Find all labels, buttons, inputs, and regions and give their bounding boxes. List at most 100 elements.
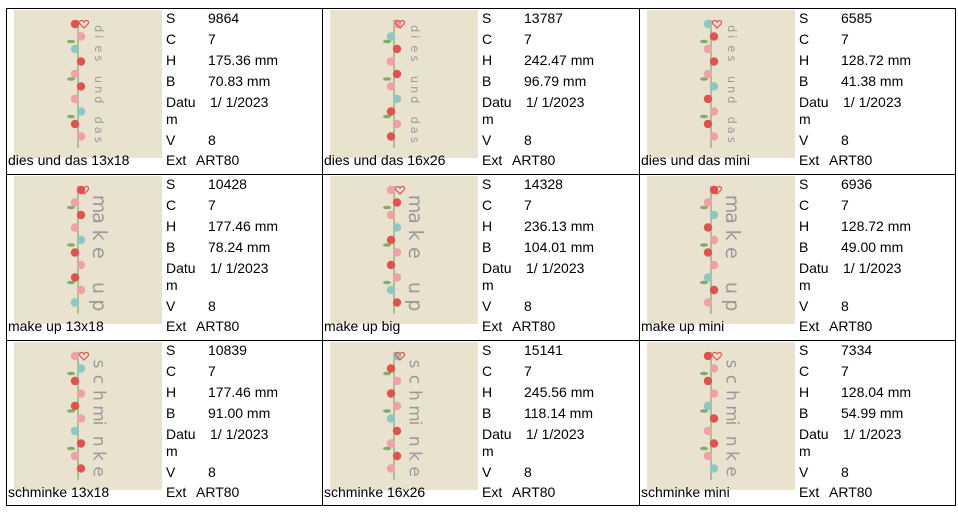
thumb-letter: c: [722, 375, 742, 384]
thumb-letter: p: [721, 299, 744, 311]
prop-h: H 177.46 mm: [166, 218, 316, 235]
flower-icon: [70, 223, 80, 232]
prop-datum-cont: m: [166, 111, 316, 128]
prop-value: 1/ 1/2023: [526, 260, 585, 276]
prop-label: V: [482, 298, 492, 314]
prop-value: 118.14 mm: [524, 405, 593, 421]
prop-b: B 54.99 mm: [799, 405, 949, 422]
prop-label: m: [482, 277, 494, 293]
prop-label: H: [166, 384, 177, 400]
prop-label: B: [166, 405, 176, 421]
flower-icon: [392, 426, 402, 436]
prop-value: 1/ 1/2023: [210, 94, 269, 110]
prop-b: B 41.38 mm: [799, 73, 949, 90]
prop-value: ART80: [829, 152, 873, 168]
prop-label: Datu: [166, 260, 196, 276]
flower-icon: [70, 94, 80, 104]
thumb-letter: k: [88, 230, 111, 242]
thumb-letter: p: [404, 299, 427, 311]
prop-value: 7: [524, 31, 532, 47]
thumb-letter: a: [404, 212, 427, 224]
prop-s: S 15141: [482, 342, 632, 359]
prop-b: B 118.14 mm: [482, 405, 632, 422]
flower-icon: [392, 248, 402, 257]
prop-h: H 128.04 mm: [799, 384, 949, 401]
prop-value: 7: [841, 197, 849, 213]
prop-value: ART80: [512, 484, 556, 500]
thumb-letter: u: [88, 282, 111, 294]
flower-icon: [709, 107, 719, 116]
prop-value: 1/ 1/2023: [210, 426, 269, 442]
flower-icon: [709, 414, 719, 423]
prop-value: ART80: [196, 484, 240, 500]
prop-value: 15141: [524, 342, 563, 358]
prop-s: S 9864: [166, 10, 316, 27]
flower-icon: [386, 235, 396, 245]
prop-ext: Ext ART80: [799, 152, 949, 169]
thumb-letter: d: [725, 96, 738, 103]
leaf-icon: [700, 446, 708, 451]
thumb-letter: k: [722, 451, 742, 461]
prop-value: 6936: [841, 176, 873, 192]
prop-b: B 96.79 mm: [482, 73, 632, 90]
prop-label: C: [166, 31, 177, 47]
leaf-icon: [700, 409, 708, 413]
thumb-letter: s: [725, 56, 738, 62]
thumb-letter: m: [405, 405, 425, 421]
flower-icon: [386, 439, 396, 448]
design-cell: s c h m i n k e schminke mini S 7334 C 7 H 128.04 mm B 5…: [639, 340, 956, 506]
prop-label: V: [166, 298, 176, 314]
leaf-icon: [383, 446, 391, 451]
thumb-letter: e: [408, 45, 421, 52]
prop-datum-cont: m: [799, 443, 949, 460]
flower-icon: [76, 57, 86, 66]
prop-label: H: [799, 218, 810, 234]
prop-label: H: [482, 52, 493, 68]
prop-value: 7: [208, 31, 216, 47]
leaf-icon: [67, 114, 75, 119]
thumb-letter: a: [725, 127, 738, 134]
prop-datum: Datu 1/ 1/2023: [482, 260, 632, 277]
prop-label: C: [799, 197, 810, 213]
flower-icon: [703, 401, 713, 411]
prop-label: Ext: [482, 484, 503, 500]
thumb-letter: u: [725, 76, 738, 83]
flower-icon: [76, 107, 86, 116]
prop-ext: Ext ART80: [799, 484, 949, 501]
prop-value: ART80: [829, 318, 873, 334]
heart-icon: [394, 19, 406, 29]
prop-datum-cont: m: [482, 277, 632, 294]
prop-label: B: [799, 239, 809, 255]
prop-label: S: [166, 10, 176, 26]
thumb-letter: k: [721, 230, 744, 242]
prop-label: B: [166, 239, 176, 255]
prop-value: 91.00 mm: [208, 405, 271, 421]
prop-b: B 78.24 mm: [166, 239, 316, 256]
prop-ext: Ext ART80: [166, 152, 316, 169]
flower-icon: [709, 285, 719, 295]
prop-h: H 175.36 mm: [166, 52, 316, 69]
prop-value: 13787: [524, 10, 563, 26]
prop-value: 9864: [208, 10, 240, 26]
leaf-icon: [700, 205, 708, 210]
flower-icon: [70, 248, 80, 257]
prop-value: 7: [524, 197, 532, 213]
prop-label: m: [799, 443, 811, 459]
prop-label: Ext: [799, 318, 820, 334]
thumb-letter: e: [722, 466, 742, 476]
prop-value: ART80: [512, 318, 556, 334]
leaf-icon: [700, 371, 708, 376]
embroidery-preview: make up: [700, 185, 744, 314]
thumb-letter: i: [722, 421, 742, 426]
flower-icon: [76, 210, 86, 220]
prop-ext: Ext ART80: [799, 318, 949, 335]
